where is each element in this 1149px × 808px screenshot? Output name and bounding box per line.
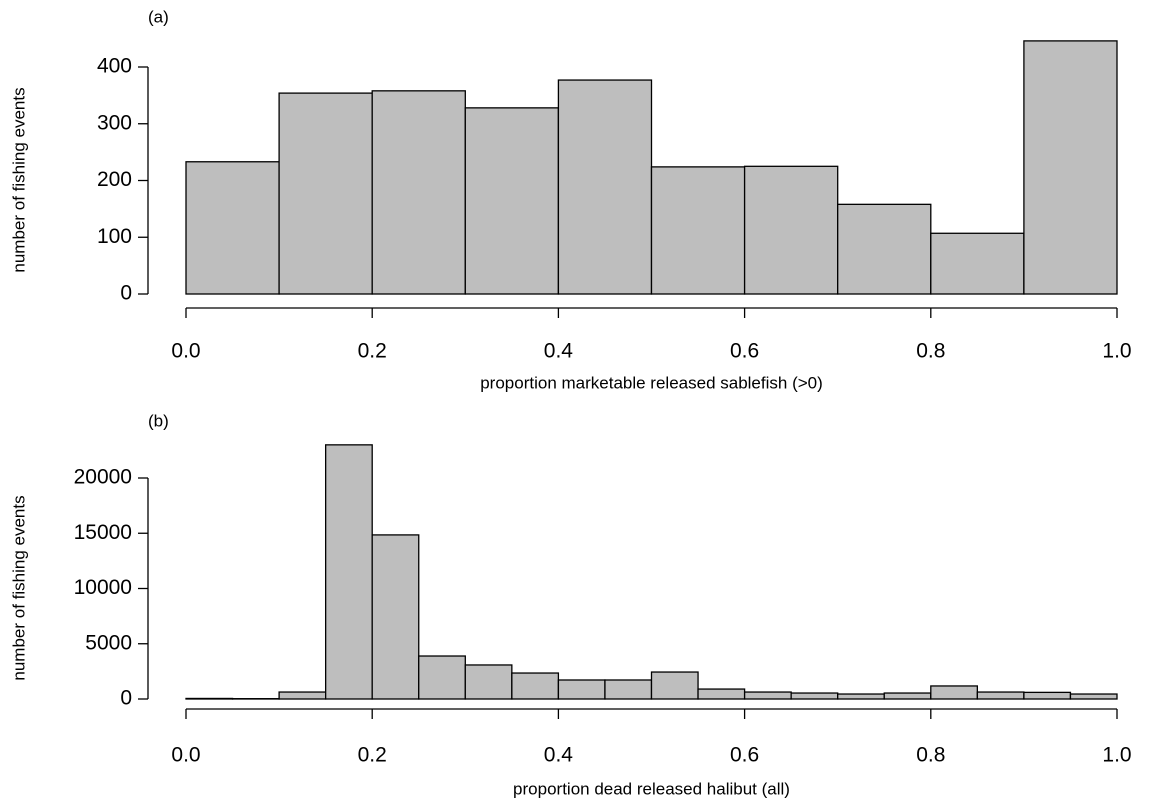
bar bbox=[604, 679, 653, 700]
y-tick-label: 5000 bbox=[85, 631, 132, 654]
y-tick-label: 20000 bbox=[74, 466, 132, 489]
bar bbox=[1023, 40, 1118, 295]
bar bbox=[650, 166, 746, 295]
x-tick-label: 1.0 bbox=[1102, 340, 1131, 363]
bar bbox=[837, 203, 932, 295]
y-tick-label: 10000 bbox=[74, 576, 132, 599]
bar bbox=[930, 232, 1025, 295]
x-tick-label: 0.8 bbox=[916, 340, 945, 363]
bar bbox=[371, 534, 420, 700]
x-tick-label: 0.0 bbox=[171, 744, 200, 767]
x-tick-label: 0.0 bbox=[171, 340, 200, 363]
bar bbox=[464, 107, 560, 295]
y-tick-label: 15000 bbox=[74, 521, 132, 544]
y-tick-label: 300 bbox=[97, 111, 132, 134]
x-axis-title: proportion dead released halibut (all) bbox=[513, 779, 790, 798]
bar bbox=[790, 692, 839, 700]
y-tick-label: 0 bbox=[120, 687, 132, 710]
bar bbox=[511, 672, 560, 700]
bar bbox=[185, 697, 234, 700]
y-axis-title: number of fishing events bbox=[9, 495, 28, 680]
x-tick-label: 0.2 bbox=[358, 340, 387, 363]
y-tick-label: 200 bbox=[97, 168, 132, 191]
bar bbox=[1023, 691, 1072, 700]
bar bbox=[1069, 693, 1118, 700]
x-tick-label: 1.0 bbox=[1102, 744, 1131, 767]
y-axis-title: number of fishing events bbox=[9, 87, 28, 272]
panel-label: (a) bbox=[148, 7, 169, 26]
panel-label: (b) bbox=[148, 411, 169, 430]
x-tick-label: 0.4 bbox=[544, 744, 574, 767]
x-tick-label: 0.6 bbox=[730, 340, 759, 363]
bar bbox=[930, 685, 978, 700]
bar bbox=[418, 655, 466, 700]
bar bbox=[837, 693, 885, 700]
bar bbox=[976, 691, 1025, 700]
x-axis-title: proportion marketable released sablefish… bbox=[480, 373, 823, 392]
x-tick-label: 0.6 bbox=[730, 744, 759, 767]
y-tick-label: 0 bbox=[120, 282, 132, 305]
y-tick-label: 400 bbox=[97, 55, 132, 78]
bar bbox=[324, 444, 373, 700]
bar bbox=[464, 664, 513, 700]
bar bbox=[557, 79, 653, 295]
y-tick-label: 100 bbox=[97, 225, 132, 248]
bar bbox=[278, 691, 327, 700]
bar bbox=[278, 92, 373, 295]
bar bbox=[650, 671, 699, 700]
bar bbox=[697, 688, 746, 700]
bar bbox=[743, 165, 839, 295]
bar bbox=[185, 161, 280, 295]
x-tick-label: 0.2 bbox=[358, 744, 387, 767]
bar bbox=[883, 692, 932, 700]
bar bbox=[743, 691, 792, 700]
x-tick-label: 0.4 bbox=[544, 340, 574, 363]
x-tick-label: 0.8 bbox=[916, 744, 945, 767]
bar bbox=[557, 679, 606, 700]
bar bbox=[371, 90, 466, 295]
